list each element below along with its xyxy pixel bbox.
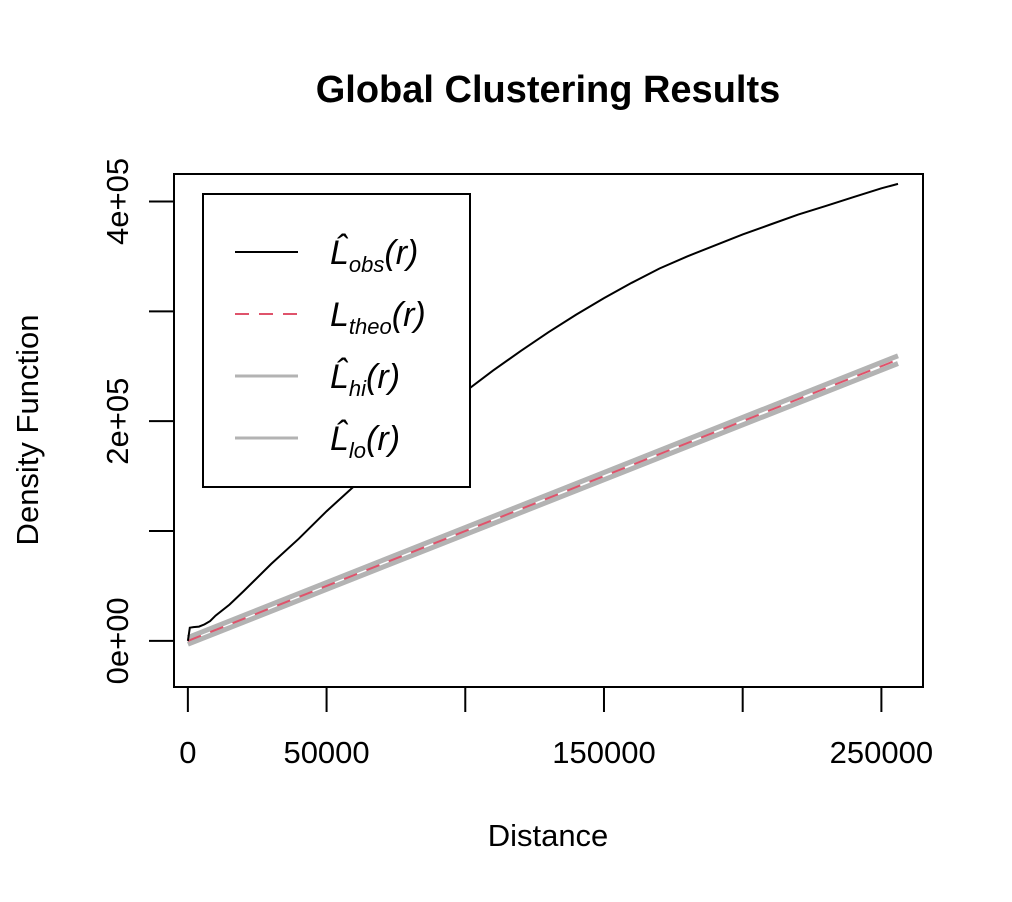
legend-label-hi: L̂hi(r)	[330, 357, 400, 401]
series-line-lo	[186, 361, 899, 647]
chart-title: Global Clustering Results	[316, 69, 781, 111]
axes: 0 50000 150000 250000 0e+00 2e+05 4e+05	[100, 158, 933, 770]
y-tick-label: 0e+00	[100, 597, 135, 684]
x-tick-label: 150000	[552, 735, 655, 770]
y-tick-label: 4e+05	[100, 158, 135, 245]
y-axis-label: Density Function	[10, 315, 45, 546]
x-tick-label: 0	[179, 735, 196, 770]
x-tick-label: 250000	[830, 735, 933, 770]
y-tick-label: 2e+05	[100, 378, 135, 465]
x-axis-label: Distance	[488, 818, 609, 853]
plot-frame	[173, 173, 924, 688]
legend-label-obs: L̂obs(r)	[330, 233, 418, 277]
series-line-theo	[187, 358, 899, 642]
legend-label-lo: L̂lo(r)	[330, 419, 400, 463]
x-tick-label: 50000	[283, 735, 369, 770]
legend-label-theo: Ltheo(r)	[330, 296, 426, 339]
legend: L̂obs(r) Ltheo(r) L̂hi(r) L̂lo(r)	[202, 193, 471, 488]
series-line-hi	[186, 353, 899, 640]
